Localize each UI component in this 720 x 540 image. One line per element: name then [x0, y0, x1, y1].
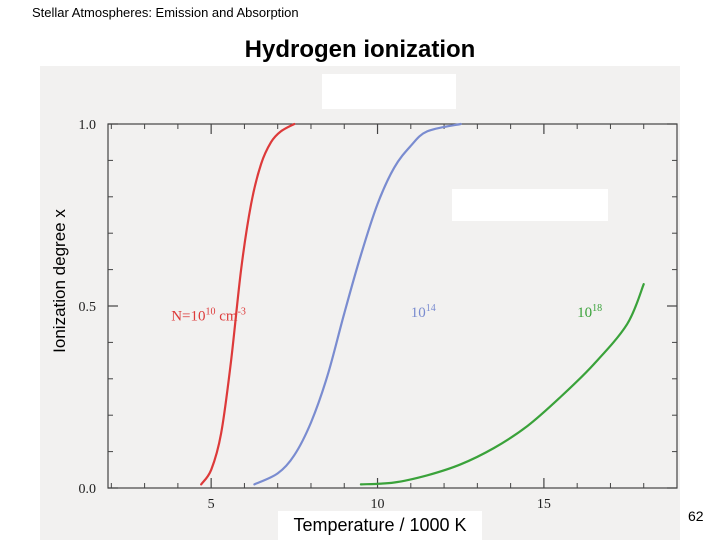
white-patch-top [322, 74, 456, 109]
page-number: 62 [688, 508, 704, 524]
series-labels: N=1010 cm-3 1014 1018 [171, 303, 602, 325]
y-tick-label: 0.5 [79, 300, 97, 315]
series-label-1: N=1010 cm-3 [171, 307, 246, 325]
y-tick-label: 0.0 [79, 482, 97, 497]
white-patch-right [452, 189, 608, 221]
x-tick-label: 15 [537, 497, 551, 512]
series-label-2: 1014 [411, 303, 436, 321]
series-label-3: 1018 [577, 303, 602, 321]
series-line-1 [200, 122, 296, 486]
y-axis-label: Ionization degree x [50, 209, 69, 353]
x-tick-label: 5 [208, 497, 215, 512]
scanned-figure-background [40, 66, 680, 540]
axis-tick-labels: 5 10 15 0.0 0.5 1.0 [79, 118, 551, 512]
series-line-3 [359, 283, 645, 486]
series-lines [200, 122, 645, 486]
x-axis-label: Temperature / 1000 K [278, 511, 482, 540]
x-tick-label: 10 [371, 497, 385, 512]
series-line-2 [253, 122, 462, 486]
y-tick-label: 1.0 [79, 118, 97, 133]
chart-title: Hydrogen ionization [244, 36, 476, 63]
slide-header: Stellar Atmospheres: Emission and Absorp… [32, 5, 299, 20]
